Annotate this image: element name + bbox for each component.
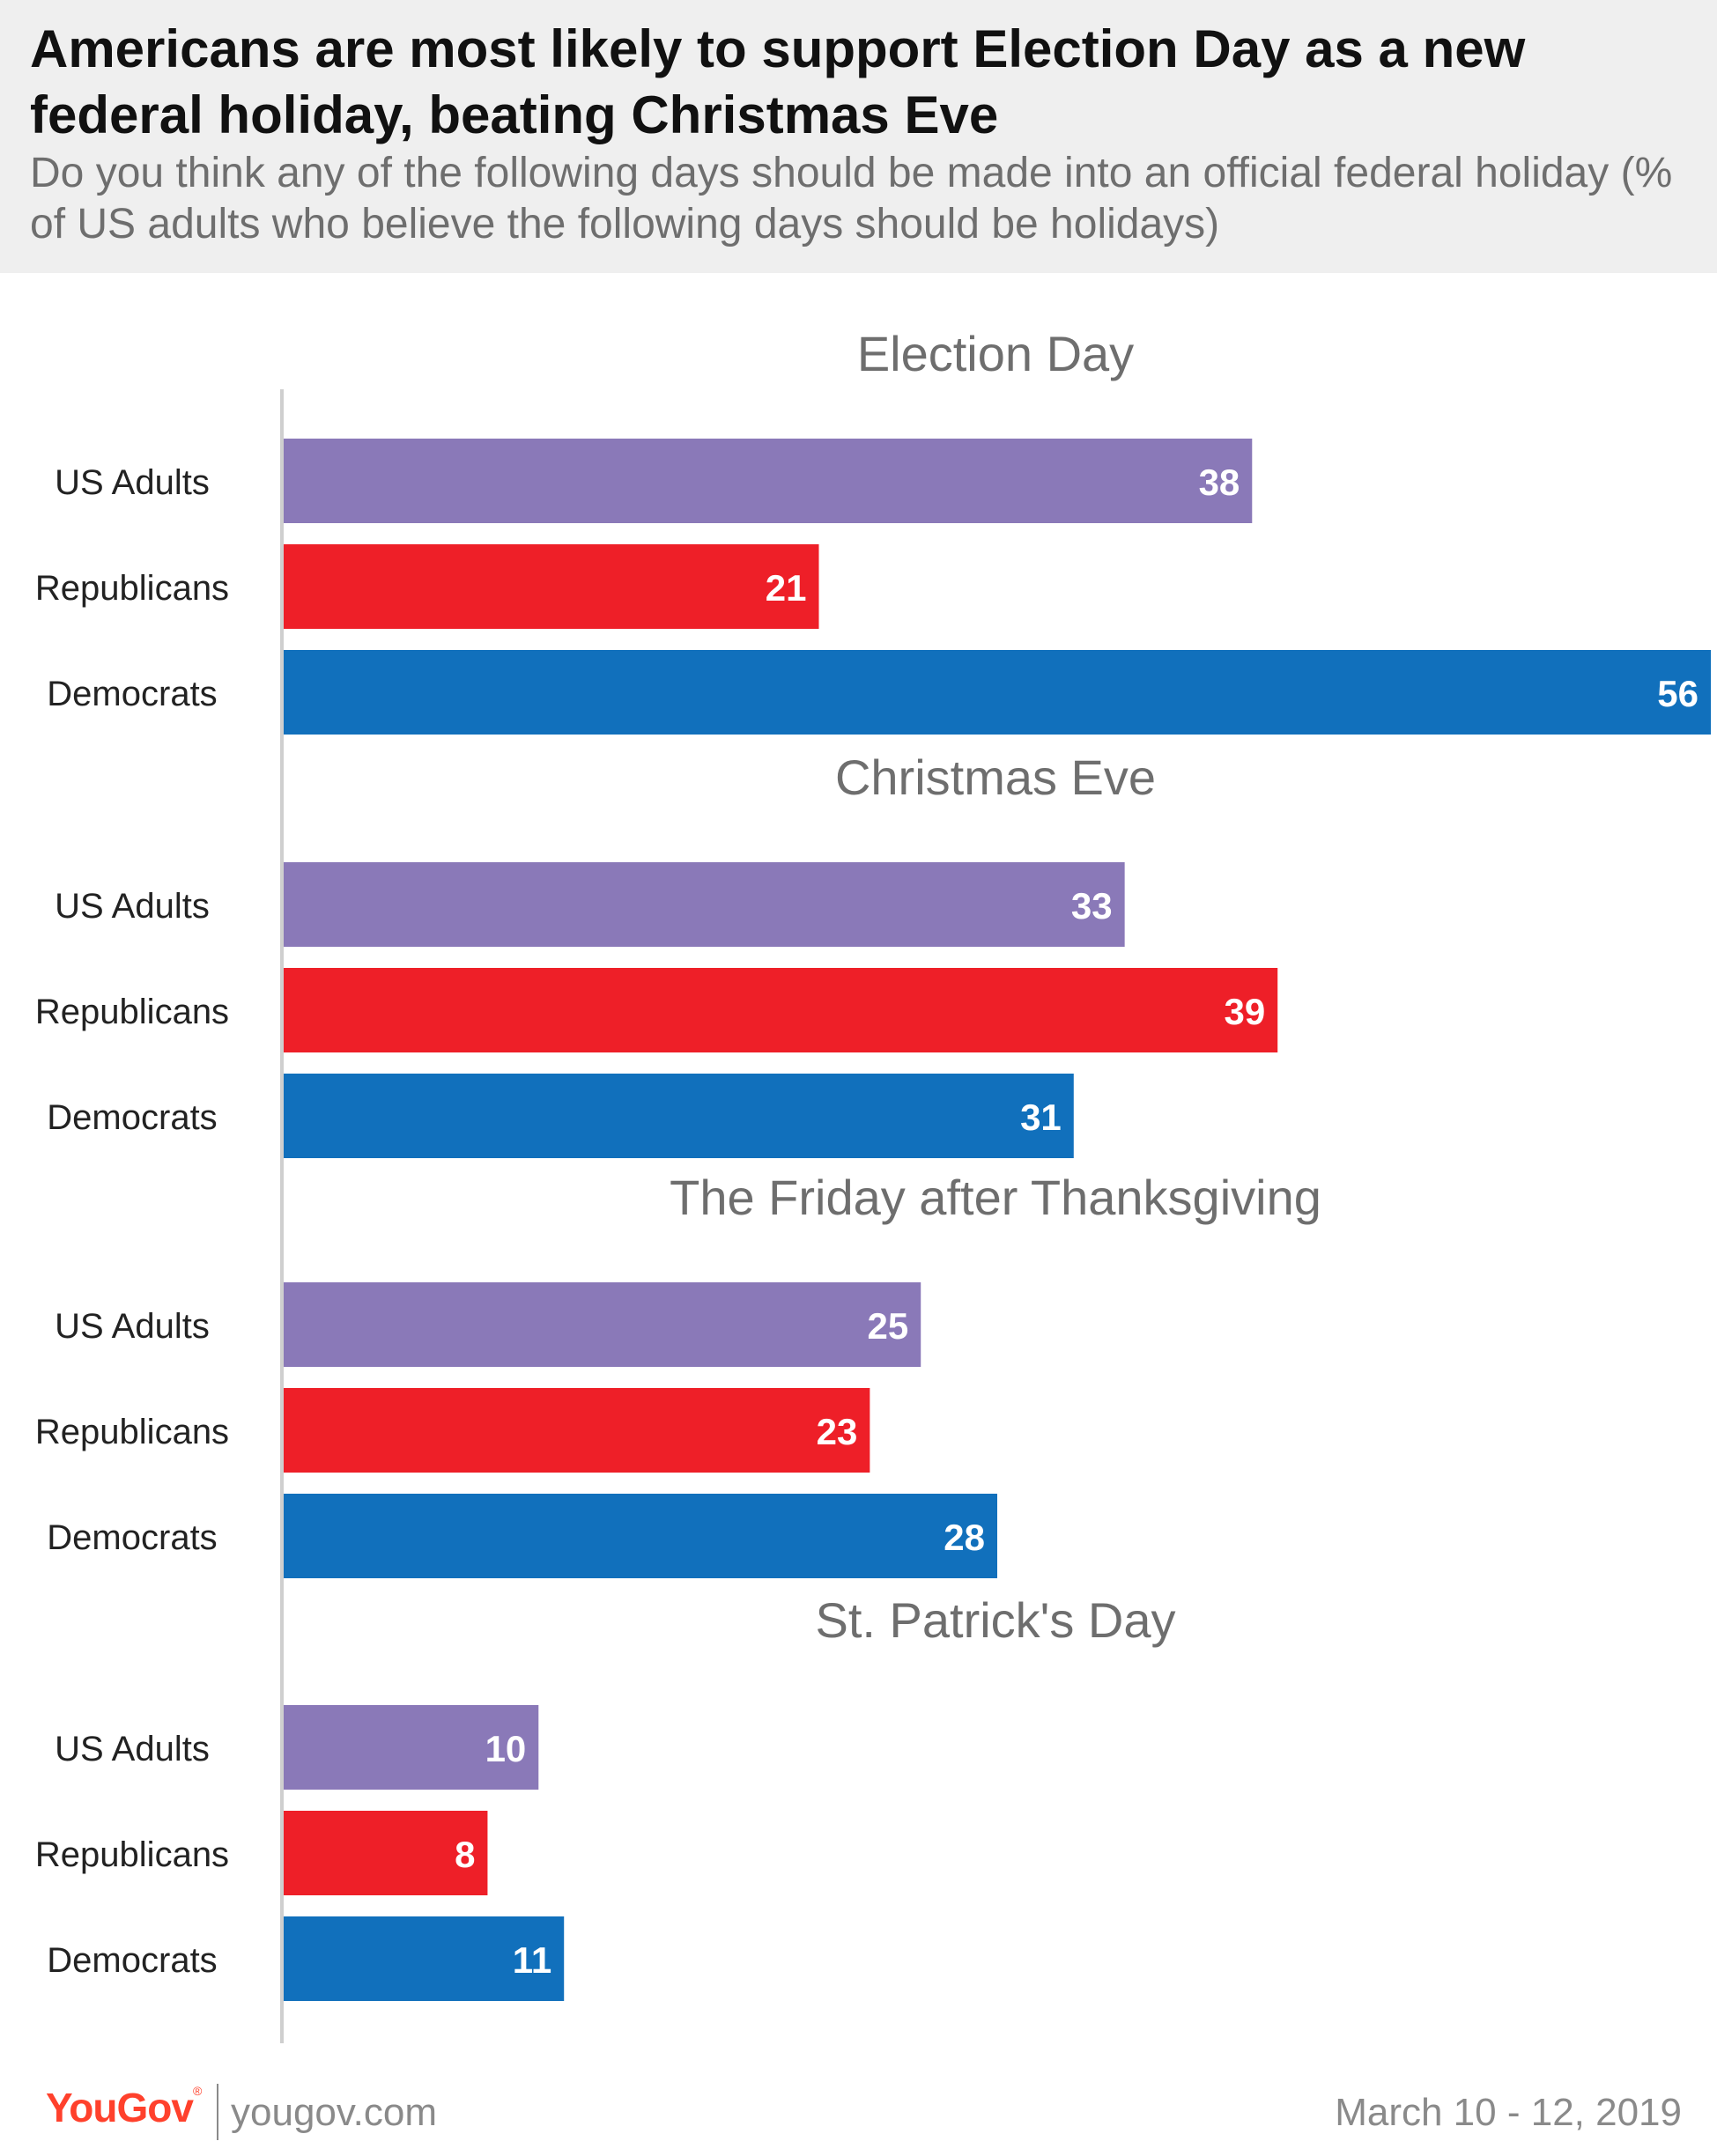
panel-title-the-friday-after-thanksgiving: The Friday after Thanksgiving [670, 1170, 1321, 1225]
bar-election-day-us-adults [284, 439, 1253, 523]
panel-title-christmas-eve: Christmas Eve [835, 749, 1156, 805]
bar-the-friday-after-thanksgiving-republicans [284, 1388, 870, 1473]
data-label-christmas-eve-republicans: 39 [1224, 991, 1265, 1032]
bar-st-patrick-s-day-us-adults [284, 1705, 539, 1790]
yougov-logo: YouGov® [46, 2084, 202, 2130]
data-label-election-day-us-adults: 38 [1199, 461, 1240, 503]
data-label-st-patrick-s-day-us-adults: 10 [485, 1728, 527, 1769]
category-label-democrats: Democrats [47, 1941, 217, 1980]
bar-st-patrick-s-day-republicans [284, 1811, 488, 1895]
data-label-st-patrick-s-day-democrats: 11 [513, 1939, 551, 1981]
category-label-republicans: Republicans [35, 993, 229, 1031]
category-label-republicans: Republicans [35, 569, 229, 608]
footer-url: yougov.com [231, 2091, 437, 2134]
chart-title: Americans are most likely to support Ele… [30, 19, 1526, 144]
footer-divider [217, 2084, 218, 2140]
bar-election-day-republicans [284, 544, 819, 629]
brand-name: YouGov [46, 2085, 194, 2130]
header: Americans are most likely to support Ele… [0, 0, 1717, 273]
bar-christmas-eve-democrats [284, 1074, 1074, 1158]
data-label-the-friday-after-thanksgiving-democrats: 28 [944, 1517, 985, 1558]
category-label-us-adults: US Adults [55, 887, 210, 926]
category-label-democrats: Democrats [47, 1518, 217, 1557]
category-label-us-adults: US Adults [55, 463, 210, 502]
panel-title-election-day: Election Day [857, 326, 1134, 381]
bar-election-day-democrats [284, 650, 1711, 735]
data-label-election-day-republicans: 21 [766, 567, 807, 609]
data-label-election-day-democrats: 56 [1657, 673, 1698, 714]
survey-date: March 10 - 12, 2019 [1335, 2091, 1682, 2134]
data-label-the-friday-after-thanksgiving-republicans: 23 [817, 1411, 858, 1452]
bar-christmas-eve-republicans [284, 968, 1278, 1052]
bar-st-patrick-s-day-democrats [284, 1916, 565, 2001]
bar-the-friday-after-thanksgiving-us-adults [284, 1282, 921, 1367]
category-label-republicans: Republicans [35, 1835, 229, 1874]
bar-chart: Election Day US Adults 38 Republicans 21 Demo… [35, 326, 1711, 2043]
data-label-st-patrick-s-day-republicans: 8 [455, 1834, 475, 1875]
category-label-republicans: Republicans [35, 1413, 229, 1451]
data-label-christmas-eve-us-adults: 33 [1071, 885, 1113, 927]
chart-subtitle: Do you think any of the following days s… [30, 150, 1673, 247]
category-label-us-adults: US Adults [55, 1307, 210, 1346]
data-label-christmas-eve-democrats: 31 [1020, 1096, 1062, 1138]
panel-title-st-patrick-s-day: St. Patrick's Day [815, 1592, 1175, 1648]
bar-the-friday-after-thanksgiving-democrats [284, 1494, 997, 1578]
data-label-the-friday-after-thanksgiving-us-adults: 25 [867, 1305, 908, 1347]
category-label-democrats: Democrats [47, 675, 217, 713]
category-label-democrats: Democrats [47, 1098, 217, 1137]
category-label-us-adults: US Adults [55, 1730, 210, 1768]
bar-christmas-eve-us-adults [284, 862, 1125, 947]
